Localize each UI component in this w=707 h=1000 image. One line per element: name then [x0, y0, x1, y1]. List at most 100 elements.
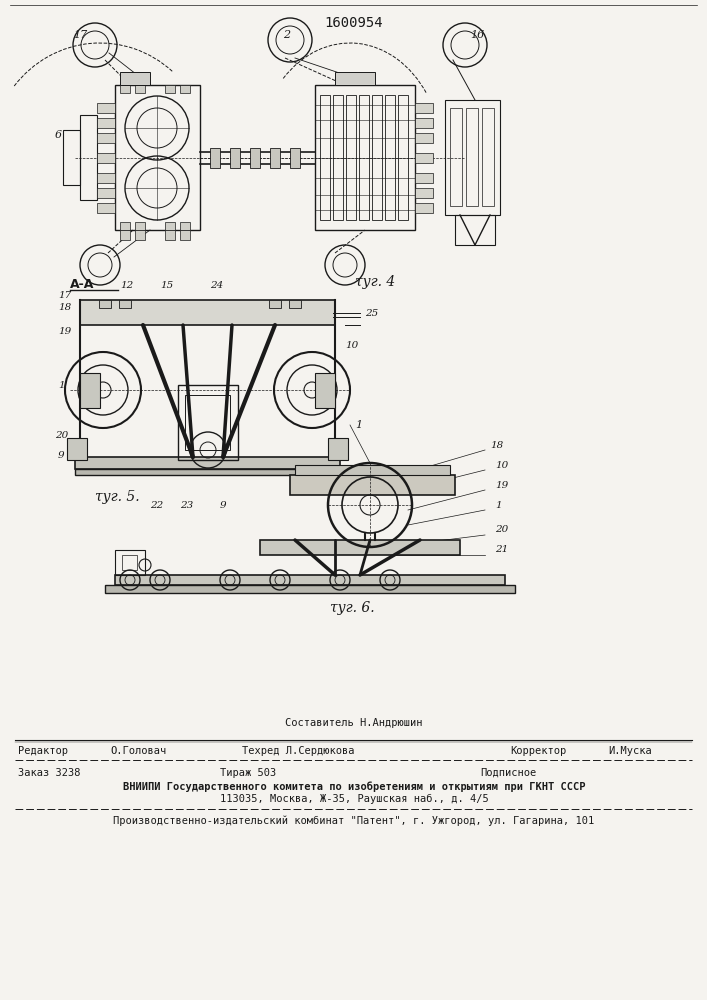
Bar [466, 108, 478, 206]
Text: О.Головач: О.Головач [110, 746, 166, 756]
Bar [289, 300, 301, 308]
Text: 24: 24 [210, 280, 223, 290]
Bar [80, 300, 335, 325]
Text: 10: 10 [495, 460, 508, 470]
Bar [178, 385, 238, 460]
Text: 19: 19 [495, 481, 508, 489]
Text: τуг. 5.: τуг. 5. [95, 490, 139, 504]
Bar [333, 95, 343, 220]
Bar [335, 72, 375, 85]
Text: 18: 18 [490, 440, 503, 450]
Bar [185, 395, 230, 450]
Text: Тираж 503: Тираж 503 [220, 768, 276, 778]
Bar [415, 103, 433, 113]
Bar [260, 540, 460, 555]
Bar [80, 373, 100, 408]
Text: 9: 9 [58, 450, 64, 460]
Text: Подписное: Подписное [480, 768, 536, 778]
Text: 6: 6 [55, 130, 62, 140]
Bar [210, 148, 220, 168]
Text: 22: 22 [150, 500, 163, 510]
Text: 1: 1 [495, 500, 502, 510]
Bar [80, 115, 97, 200]
Text: Производственно-издательский комбинат "Патент", г. Ужгород, ул. Гагарина, 101: Производственно-издательский комбинат "П… [113, 816, 595, 826]
Bar [315, 85, 415, 230]
Bar [135, 222, 145, 230]
Bar [346, 95, 356, 220]
Bar [415, 153, 433, 163]
Bar [359, 95, 369, 220]
Bar [415, 203, 433, 213]
Bar [115, 575, 505, 585]
Text: Корректор: Корректор [510, 746, 566, 756]
Bar [115, 550, 145, 575]
Bar [230, 148, 240, 168]
Text: τуг. 6.: τуг. 6. [330, 601, 375, 615]
Text: 2: 2 [283, 30, 290, 40]
Text: Составитель Н.Андрюшин: Составитель Н.Андрюшин [285, 718, 423, 728]
Text: 20: 20 [55, 430, 69, 440]
Bar [97, 153, 115, 163]
Text: 1600954: 1600954 [325, 16, 383, 30]
Bar [75, 457, 340, 469]
Bar [119, 300, 131, 308]
Text: 12: 12 [120, 280, 133, 290]
Bar [385, 95, 395, 220]
Bar [180, 230, 190, 240]
Bar [135, 230, 145, 240]
Bar [290, 148, 300, 168]
Bar [122, 555, 137, 570]
Bar [482, 108, 494, 206]
Bar [97, 118, 115, 128]
Text: 17: 17 [58, 290, 71, 300]
Bar [63, 130, 80, 185]
Bar [315, 373, 335, 408]
Bar [415, 188, 433, 198]
Bar [445, 100, 500, 215]
Text: ВНИИПИ Государственного комитета по изобретениям и открытиям при ГКНТ СССР: ВНИИПИ Государственного комитета по изоб… [123, 782, 585, 792]
Text: 113035, Москва, Ж-35, Раушская наб., д. 4/5: 113035, Москва, Ж-35, Раушская наб., д. … [220, 794, 489, 804]
Text: 23: 23 [180, 500, 193, 510]
Bar [372, 95, 382, 220]
Text: И.Муска: И.Муска [608, 746, 652, 756]
Bar [165, 222, 175, 230]
Text: 25: 25 [365, 308, 378, 318]
Text: 21: 21 [495, 546, 508, 554]
Text: 1: 1 [355, 420, 362, 430]
Bar [270, 148, 280, 168]
Bar [165, 85, 175, 93]
Bar [295, 465, 450, 475]
Bar [450, 108, 462, 206]
Text: Редактор: Редактор [18, 746, 68, 756]
Text: 17: 17 [73, 30, 87, 40]
Bar [75, 469, 340, 475]
Bar [120, 85, 130, 93]
Bar [97, 188, 115, 198]
Bar [415, 133, 433, 143]
Bar [67, 438, 87, 460]
Text: Заказ 3238: Заказ 3238 [18, 768, 81, 778]
Bar [250, 148, 260, 168]
Bar [97, 173, 115, 183]
Bar [120, 72, 150, 85]
Text: 16: 16 [470, 30, 484, 40]
Bar [398, 95, 408, 220]
Text: 18: 18 [58, 304, 71, 312]
Text: 20: 20 [495, 526, 508, 534]
Bar [120, 230, 130, 240]
Bar [415, 118, 433, 128]
Bar [320, 95, 330, 220]
Bar [135, 85, 145, 93]
Text: 15: 15 [160, 280, 173, 290]
Text: 1: 1 [58, 380, 64, 389]
Bar [455, 215, 495, 245]
Bar [180, 222, 190, 230]
Bar [269, 300, 281, 308]
Bar [97, 133, 115, 143]
Bar [120, 222, 130, 230]
Bar [180, 85, 190, 93]
Bar [115, 85, 200, 230]
Text: 10: 10 [345, 340, 358, 350]
Bar [328, 438, 348, 460]
Bar [105, 585, 515, 593]
